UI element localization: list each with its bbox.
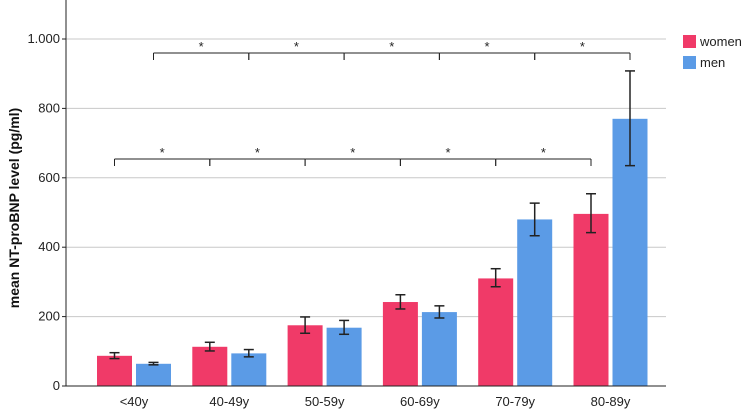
x-tick-label-5: 80-89y (591, 394, 631, 409)
bar-women-1 (192, 346, 228, 386)
sig-star-men-1: * (294, 39, 299, 54)
y-tick-label-2: 400 (38, 239, 60, 254)
sig-star-men-3: * (485, 39, 490, 54)
x-tick-label-2: 50-59y (305, 394, 345, 409)
legend-label-men: men (700, 55, 725, 70)
legend: women men (683, 34, 742, 70)
error-bars (109, 70, 635, 366)
bar-men-3 (421, 312, 457, 386)
legend-swatch-men (683, 56, 696, 69)
y-tick-label-5: 1.000 (27, 31, 60, 46)
y-tick-label-3: 600 (38, 170, 60, 185)
y-tick-label-1: 200 (38, 309, 60, 324)
sig-star-men-4: * (580, 39, 585, 54)
x-tick-labels: <40y 40-49y 50-59y 60-69y 70-79y 80-89y (120, 394, 631, 409)
gridlines (66, 38, 666, 318)
legend-swatch-women (683, 35, 696, 48)
bar-women-4 (478, 278, 514, 386)
y-tick-labels: 0 200 400 600 800 1.000 (27, 31, 66, 393)
bar-women-2 (287, 325, 323, 386)
y-axis-label: mean NT-proBNP level (pg/ml) (6, 108, 22, 308)
bar-men-1 (231, 353, 267, 386)
bar-women-3 (382, 302, 418, 386)
y-tick-label-0: 0 (53, 378, 60, 393)
bar-women-0 (97, 355, 132, 386)
sig-star-women-1: * (255, 145, 260, 160)
sig-star-women-2: * (350, 145, 355, 160)
x-tick-label-4: 70-79y (495, 394, 535, 409)
y-tick-label-4: 800 (38, 100, 60, 115)
x-tick-label-0: <40y (120, 394, 149, 409)
legend-label-women: women (699, 34, 742, 49)
significance-brackets: * * * * * * * * * * (114, 39, 631, 166)
bar-women-5 (573, 213, 609, 386)
bar-men-0 (136, 363, 171, 386)
bar-men-2 (326, 327, 362, 386)
axes (65, 0, 666, 387)
sig-star-women-3: * (446, 145, 451, 160)
x-tick-label-3: 60-69y (400, 394, 440, 409)
sig-star-men-0: * (199, 39, 204, 54)
bar-men-4 (517, 219, 553, 386)
sig-star-women-4: * (541, 145, 546, 160)
sig-star-men-2: * (389, 39, 394, 54)
sig-star-women-0: * (160, 145, 165, 160)
x-tick-label-1: 40-49y (209, 394, 249, 409)
